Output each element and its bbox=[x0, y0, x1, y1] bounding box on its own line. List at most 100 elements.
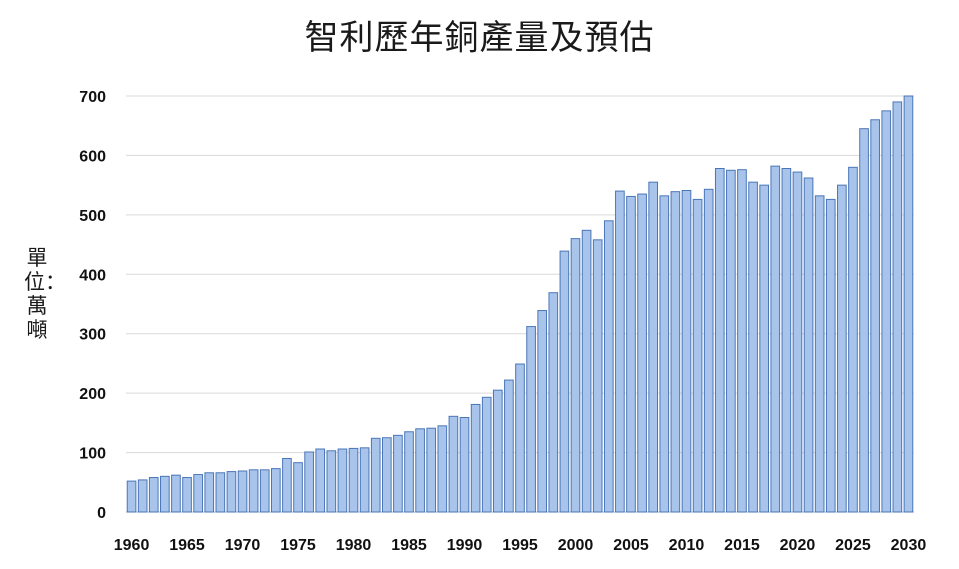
bar-1963 bbox=[160, 475, 170, 513]
bar-2027 bbox=[870, 119, 880, 513]
bar-2017 bbox=[759, 184, 770, 513]
bar-2004 bbox=[615, 190, 625, 513]
bar-2015 bbox=[737, 169, 747, 513]
bar-1981 bbox=[359, 447, 370, 513]
bar-2028 bbox=[881, 110, 892, 513]
bar-1992 bbox=[481, 396, 492, 513]
bar-1960 bbox=[126, 480, 137, 513]
bar-2024 bbox=[837, 184, 847, 513]
y-tick-label: 200 bbox=[79, 386, 106, 403]
x-tick-label: 2030 bbox=[891, 537, 927, 554]
bar-2022 bbox=[814, 195, 825, 513]
x-tick-labels: 1960 1965 1970 1975 1980 1985 1990 1995 2000 2005… bbox=[114, 537, 927, 554]
bar-1976 bbox=[304, 451, 314, 513]
x-tick-label: 1975 bbox=[280, 537, 316, 554]
bar-1995 bbox=[515, 363, 525, 513]
x-tick-label: 1970 bbox=[225, 537, 261, 554]
bar-1973 bbox=[271, 468, 281, 513]
bar-1979 bbox=[337, 448, 348, 513]
bar-2019 bbox=[781, 168, 792, 513]
bar-1972 bbox=[259, 469, 270, 513]
bar-1970 bbox=[237, 470, 248, 513]
bar-2016 bbox=[748, 181, 758, 513]
y-axis-label: 單位：萬噸 bbox=[24, 246, 66, 342]
bar-1988 bbox=[437, 425, 448, 513]
bar-2001 bbox=[581, 229, 592, 513]
y-tick-label: 100 bbox=[79, 446, 106, 463]
y-tick-label: 300 bbox=[79, 327, 106, 344]
x-tick-label: 1985 bbox=[391, 537, 427, 554]
x-tick-label: 2025 bbox=[835, 537, 871, 554]
bar-1967 bbox=[204, 472, 215, 513]
bar-1989 bbox=[448, 415, 459, 513]
bar-2002 bbox=[592, 239, 603, 513]
bar-1964 bbox=[171, 474, 181, 513]
bar-1971 bbox=[248, 469, 259, 513]
x-tick-label: 2015 bbox=[724, 537, 760, 554]
bar-1986 bbox=[415, 428, 425, 513]
bar-1961 bbox=[137, 479, 148, 513]
x-tick-label: 2005 bbox=[613, 537, 649, 554]
bar-2007 bbox=[648, 181, 659, 513]
y-tick-labels: 0 100 200 300 400 500 600 700 bbox=[79, 89, 106, 522]
bar-2030 bbox=[903, 95, 914, 513]
bar-1998 bbox=[548, 292, 559, 513]
bar-1968 bbox=[215, 472, 226, 513]
bar-2029 bbox=[892, 101, 903, 513]
y-tick-label: 600 bbox=[79, 148, 106, 165]
bar-2014 bbox=[726, 169, 736, 513]
bar-2012 bbox=[703, 188, 714, 513]
bar-2023 bbox=[825, 198, 836, 513]
y-tick-label: 400 bbox=[79, 267, 106, 284]
bar-2005 bbox=[626, 195, 636, 513]
bar-2018 bbox=[770, 165, 781, 513]
y-tick-label: 700 bbox=[79, 89, 106, 106]
bar-1983 bbox=[381, 437, 392, 513]
bar-2026 bbox=[859, 128, 869, 513]
bar-1985 bbox=[404, 431, 414, 513]
bar-1984 bbox=[393, 434, 403, 513]
bar-1962 bbox=[148, 477, 159, 513]
bar-2003 bbox=[603, 220, 614, 513]
x-tick-label: 1980 bbox=[336, 537, 372, 554]
bar-2009 bbox=[670, 191, 681, 513]
bar-1982 bbox=[370, 437, 381, 513]
bar-1977 bbox=[315, 448, 326, 513]
bar-2013 bbox=[714, 168, 725, 513]
bar-2021 bbox=[803, 177, 814, 513]
bar-1978 bbox=[326, 450, 337, 513]
bar-1994 bbox=[504, 379, 514, 513]
bar-1993 bbox=[492, 389, 503, 513]
bar-1991 bbox=[470, 403, 481, 513]
bar-2025 bbox=[848, 166, 858, 513]
x-tick-label: 2010 bbox=[669, 537, 705, 554]
bars bbox=[126, 95, 914, 513]
bar-2000 bbox=[570, 238, 581, 513]
bar-1990 bbox=[459, 417, 470, 513]
bar-2008 bbox=[659, 195, 670, 513]
bar-1987 bbox=[426, 427, 437, 513]
bar-1996 bbox=[526, 326, 536, 513]
x-tick-label: 2020 bbox=[780, 537, 816, 554]
bar-1966 bbox=[193, 474, 203, 513]
bar-1999 bbox=[559, 250, 570, 513]
bar-2006 bbox=[637, 193, 647, 513]
x-tick-label: 1960 bbox=[114, 537, 150, 554]
bar-2011 bbox=[692, 198, 703, 513]
chart-title: 智利歷年銅產量及預估 bbox=[304, 18, 655, 58]
y-tick-label: 500 bbox=[79, 208, 106, 225]
bar-1997 bbox=[537, 310, 548, 513]
y-tick-label: 0 bbox=[97, 505, 106, 522]
x-tick-label: 1965 bbox=[169, 537, 205, 554]
bar-1975 bbox=[293, 462, 303, 513]
bar-1965 bbox=[182, 477, 192, 513]
bar-1980 bbox=[348, 447, 359, 513]
x-tick-label: 1995 bbox=[502, 537, 538, 554]
bar-1974 bbox=[282, 458, 292, 513]
bar-1969 bbox=[226, 471, 237, 513]
x-tick-label: 1990 bbox=[447, 537, 483, 554]
bar-2020 bbox=[792, 171, 803, 513]
bar-2010 bbox=[681, 189, 692, 513]
x-tick-label: 2000 bbox=[558, 537, 594, 554]
